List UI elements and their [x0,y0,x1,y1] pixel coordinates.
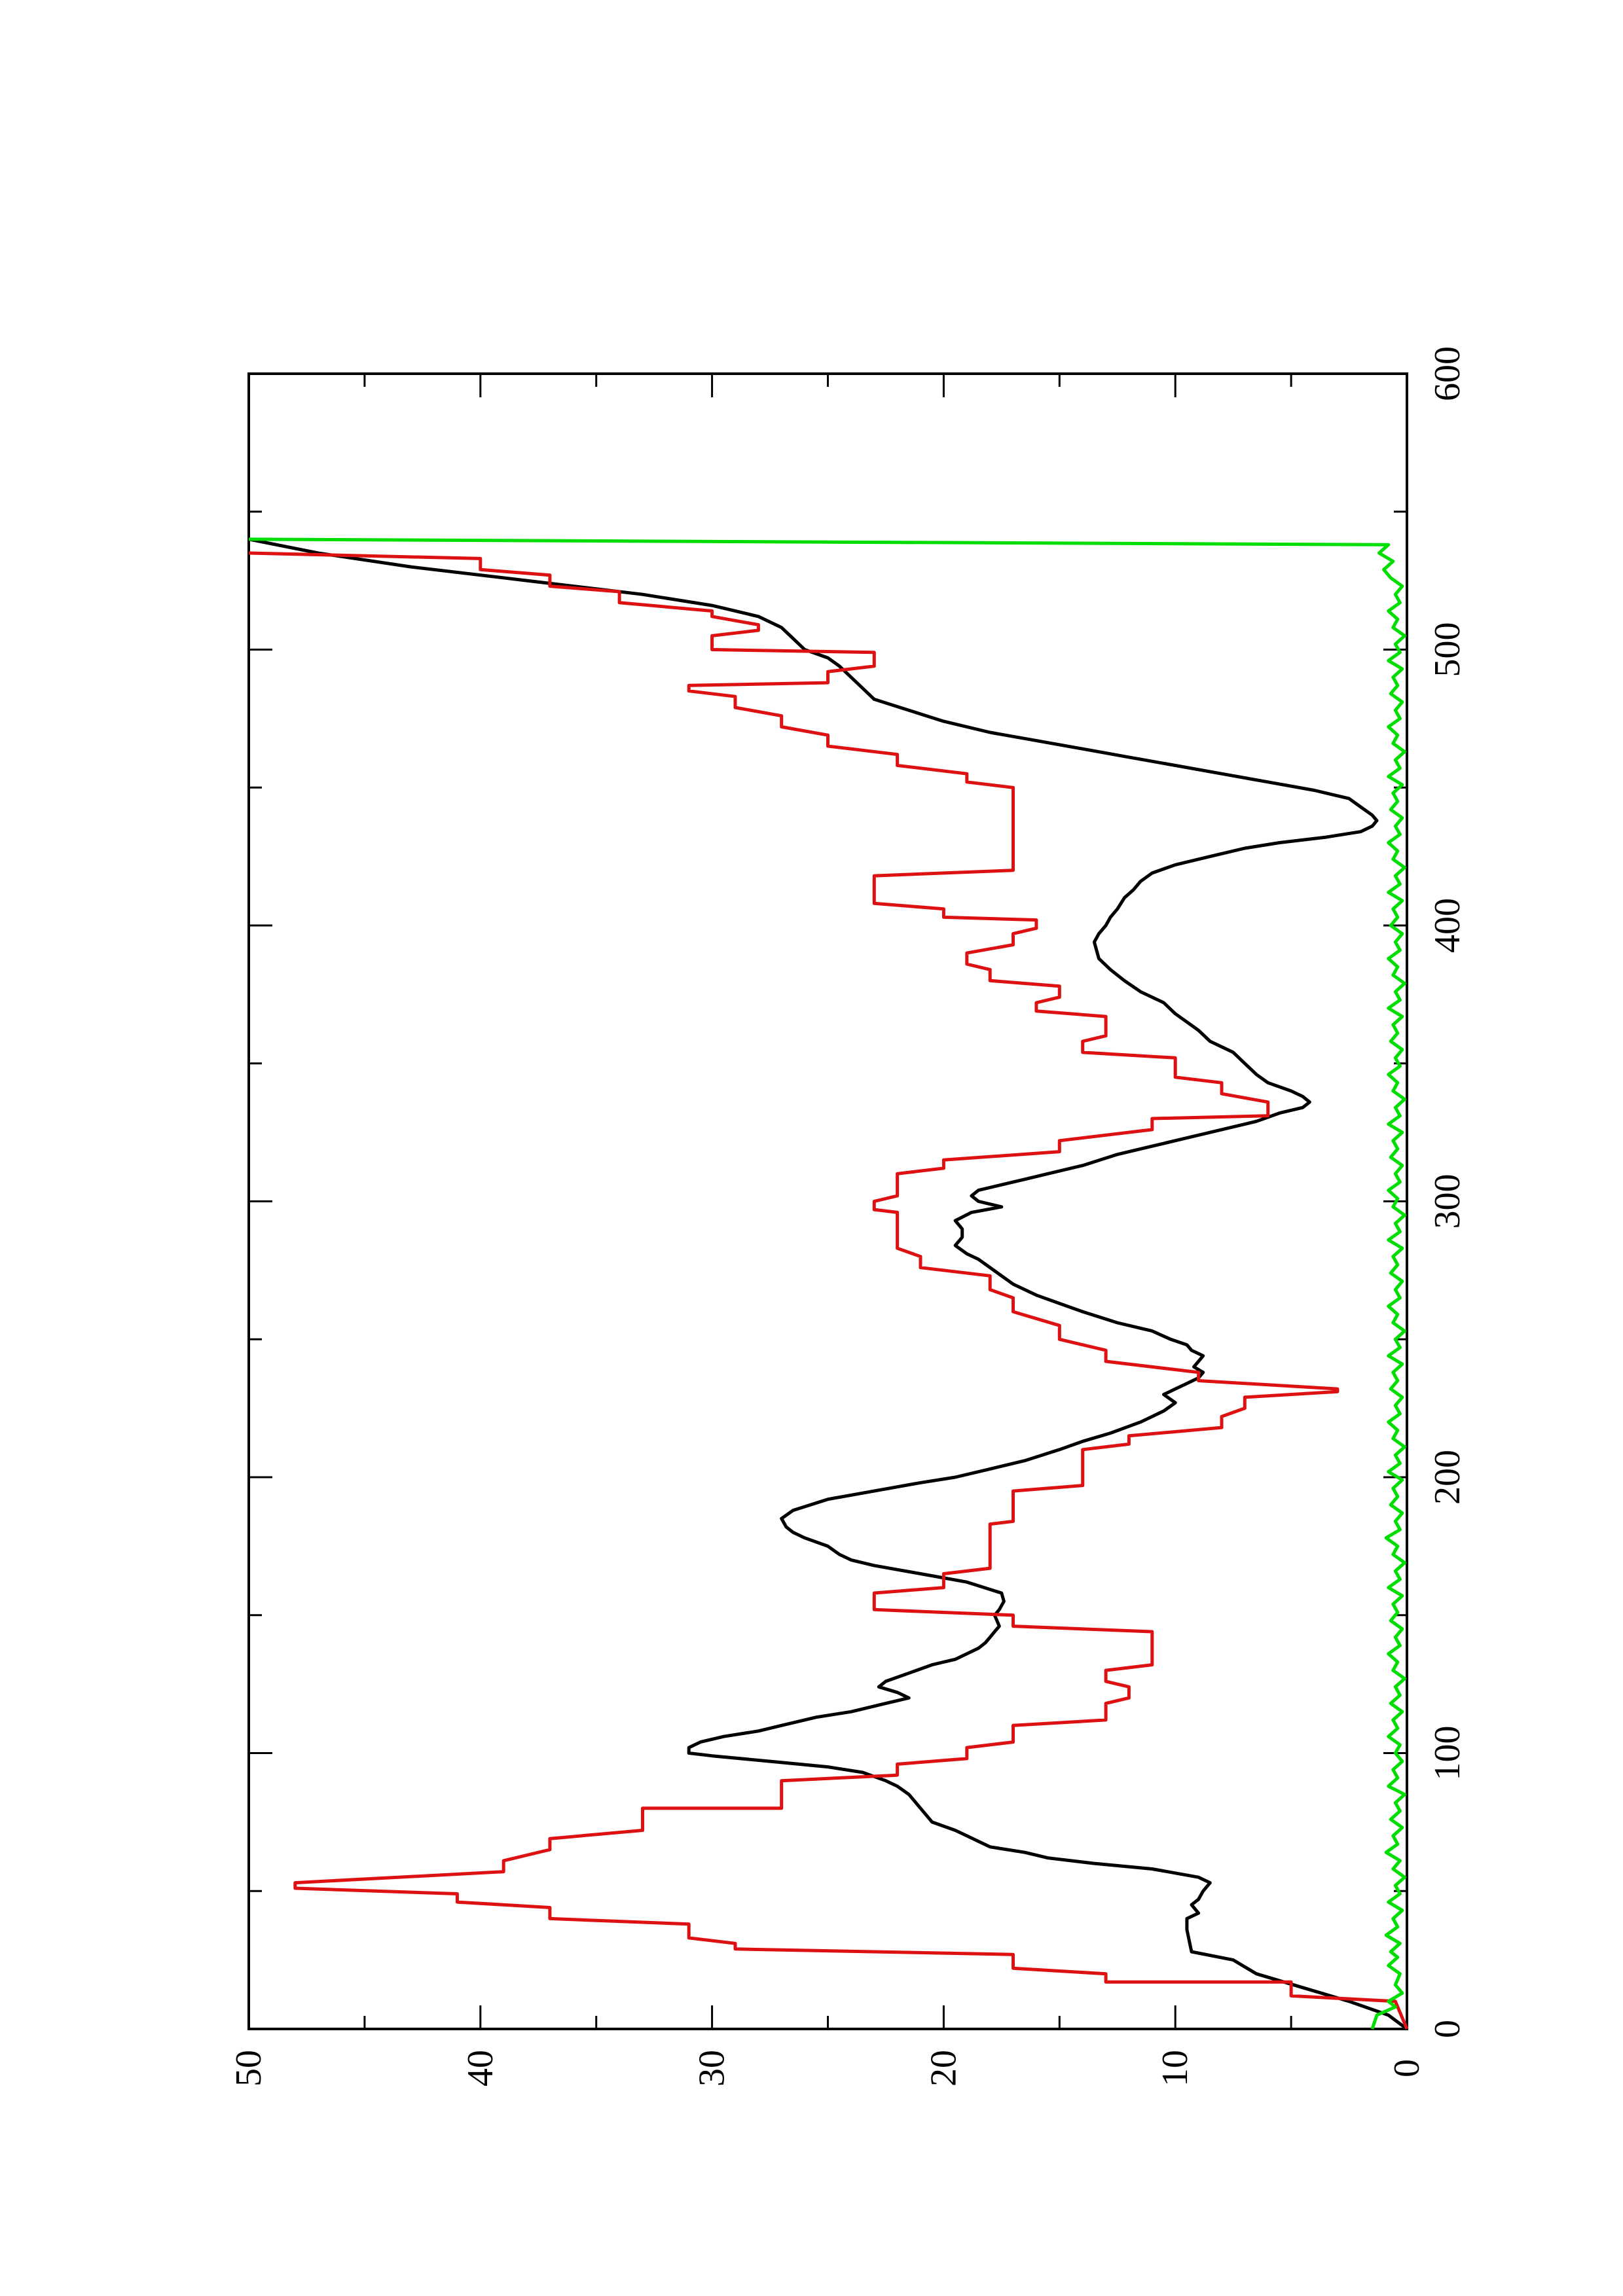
axis-ticks [247,372,1408,2030]
x-tick-label: 600 [1427,346,1468,401]
x-tick-label: 500 [1427,622,1468,677]
x-tick-label: 100 [1427,1726,1468,1781]
series-line-3 [248,537,1406,2030]
series-line-2 [248,551,1409,2030]
y-tick-label: 30 [692,2050,733,2087]
x-tick-label: 300 [1427,1174,1468,1229]
axis-tick-labels: 0 100 200 300 400 500 600 0 10 20 30 40 50 [228,346,1468,2087]
y-tick-label: 10 [1155,2050,1195,2087]
y-tick-label: 50 [228,2050,269,2087]
y-tick-label: 0 [1387,2059,1427,2077]
x-tick-label: 0 [1427,2020,1468,2038]
y-tick-label: 40 [460,2050,501,2087]
series-layer [248,537,1409,2031]
x-tick-label: 200 [1427,1450,1468,1505]
series-line-1 [248,537,1408,2031]
y-tick-label: 20 [923,2050,964,2087]
plot-frame [247,372,1408,2030]
x-tick-label: 400 [1427,898,1468,953]
